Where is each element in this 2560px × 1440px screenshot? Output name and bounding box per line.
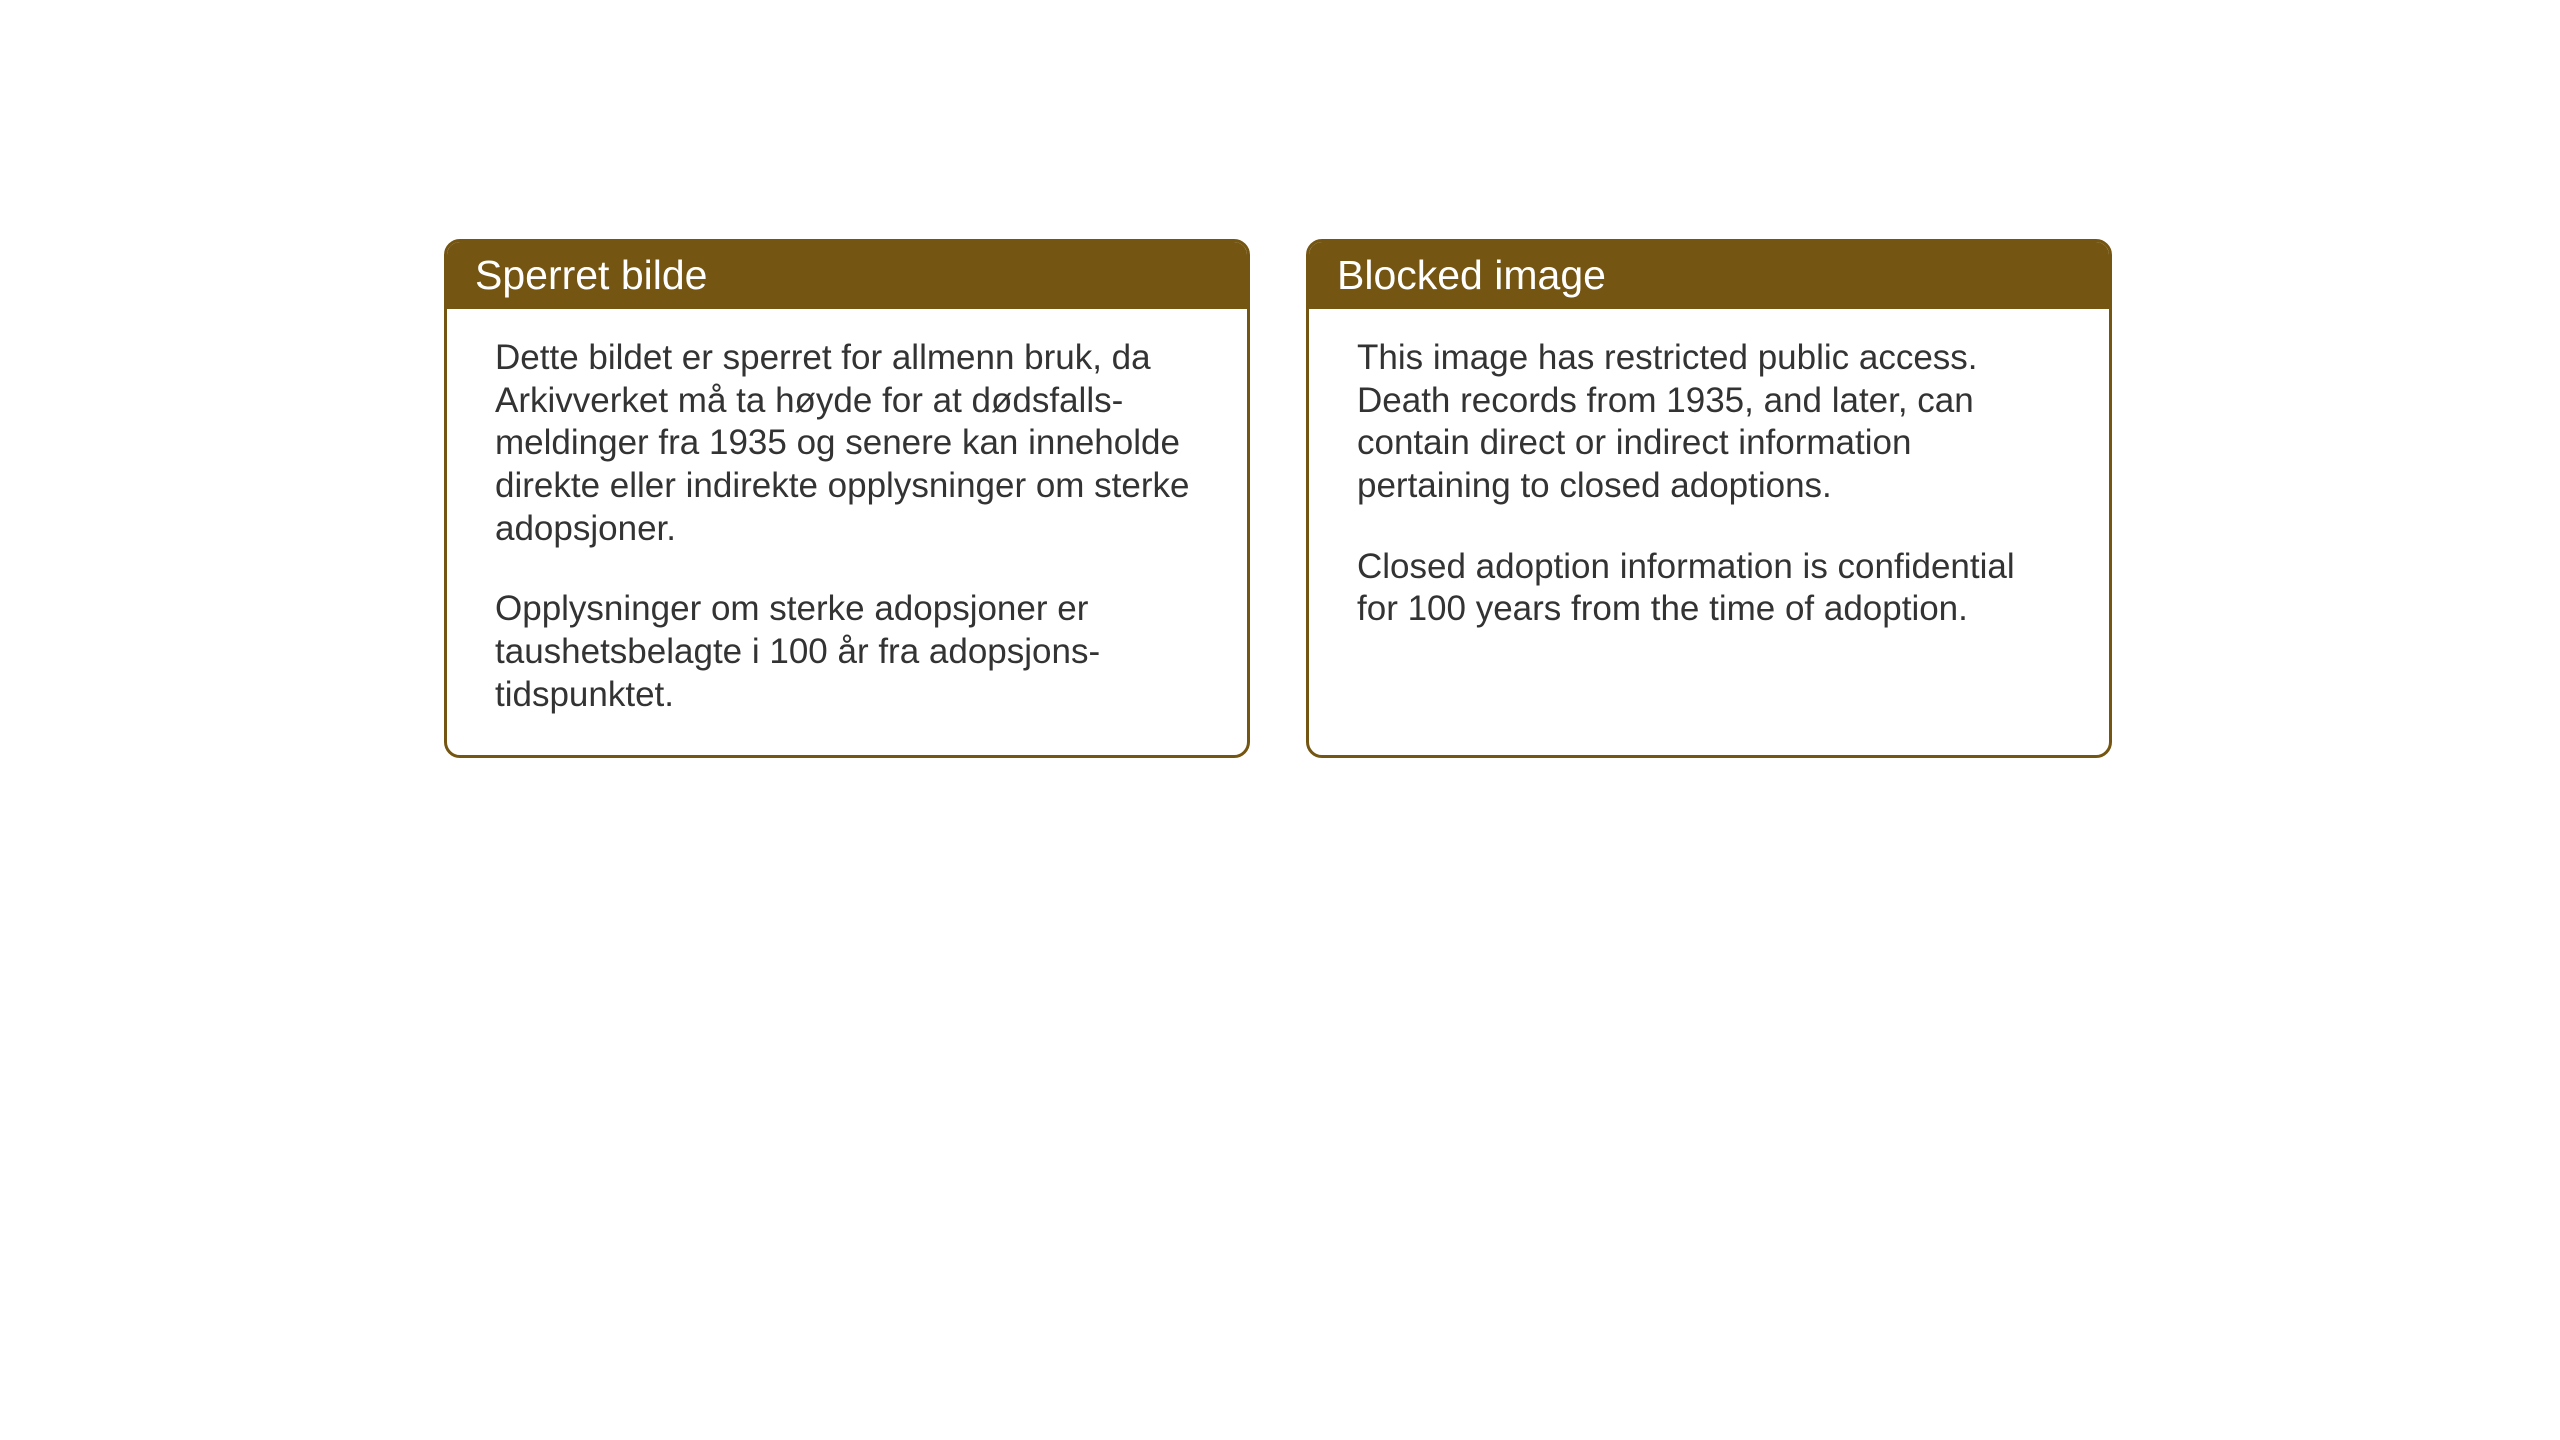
notice-paragraph: This image has restricted public access.…: [1357, 337, 2061, 508]
notice-body-norwegian: Dette bildet er sperret for allmenn bruk…: [447, 309, 1247, 755]
notice-box-english: Blocked image This image has restricted …: [1306, 239, 2112, 758]
notice-paragraph: Dette bildet er sperret for allmenn bruk…: [495, 337, 1199, 550]
notice-container: Sperret bilde Dette bildet er sperret fo…: [444, 239, 2112, 758]
notice-header-norwegian: Sperret bilde: [447, 242, 1247, 309]
notice-paragraph: Closed adoption information is confident…: [1357, 546, 2061, 631]
notice-paragraph: Opplysninger om sterke adopsjoner er tau…: [495, 588, 1199, 716]
notice-header-english: Blocked image: [1309, 242, 2109, 309]
notice-box-norwegian: Sperret bilde Dette bildet er sperret fo…: [444, 239, 1250, 758]
notice-body-english: This image has restricted public access.…: [1309, 309, 2109, 669]
